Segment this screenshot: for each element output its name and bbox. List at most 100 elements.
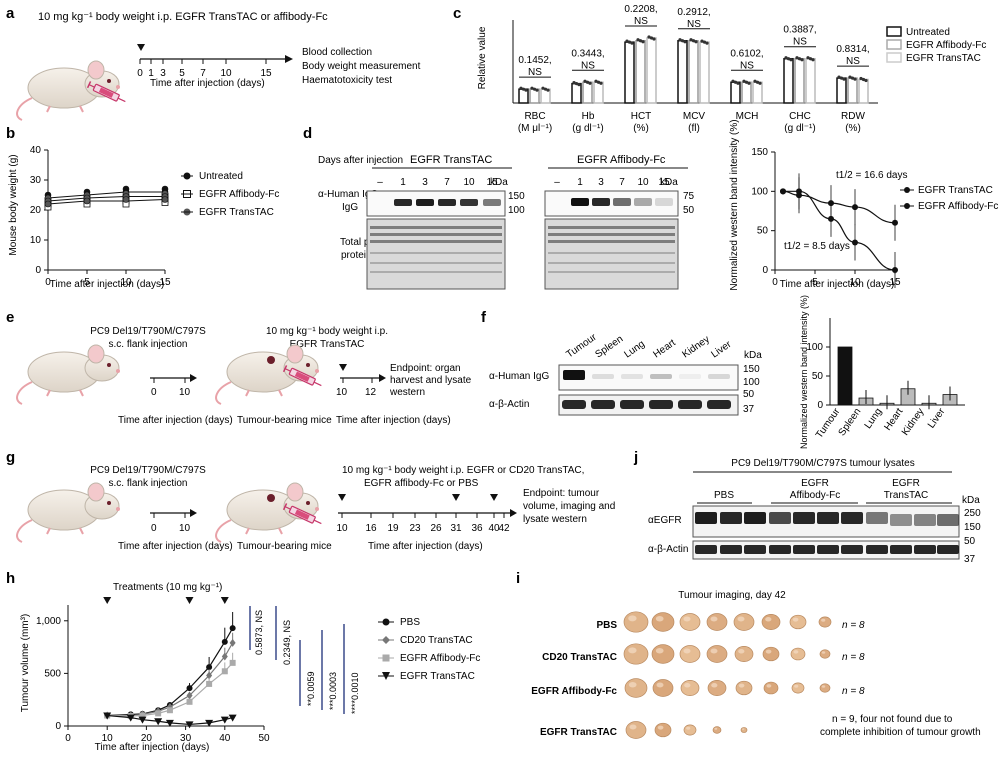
data-point [221, 668, 228, 675]
tumour-image-2-7 [819, 683, 831, 693]
chart-c-pvalue: 0.1452, [518, 55, 551, 66]
bar-MCH-2 [752, 81, 763, 104]
chart-b: 0 10 20 30 40 0 5 10 15 [30, 145, 171, 288]
blot-band [890, 514, 912, 526]
tumour-image-1-0 [623, 643, 649, 665]
y-tick-label: 20 [30, 205, 42, 216]
protein-band [370, 240, 502, 243]
injection-marker-icon [339, 364, 347, 371]
lane-label: 15 [658, 177, 670, 188]
blot-j-group-3b: TransTAC [884, 490, 928, 501]
tumour-highlight [821, 618, 826, 622]
lane-label: – [377, 177, 383, 188]
blot-f-mw-150: 150 [743, 364, 760, 375]
chart-h-legend-2: CD20 TransTAC [400, 635, 473, 646]
data-point [577, 83, 581, 87]
treatment-marker-icon [185, 597, 194, 604]
data-point [753, 79, 757, 83]
chart-c-ns-label: NS [581, 60, 595, 71]
data-point [649, 36, 654, 40]
blot-band [563, 370, 585, 380]
data-point [627, 40, 632, 44]
panel-e-axis2: Time after injection (days) [336, 415, 451, 426]
data-point [705, 41, 709, 45]
blot-band [793, 512, 815, 524]
tumour-highlight [821, 651, 826, 654]
panel-g-endpoint-3: lysate western [523, 514, 587, 525]
lane-label: 7 [619, 177, 625, 188]
panel-i-n-2: n = 8 [842, 652, 865, 663]
legend-swatch-untreated [886, 26, 902, 37]
blot-band [817, 512, 839, 524]
chart-h: 0 500 1,000 0 10 20 30 40 50 [36, 597, 270, 744]
data-point [228, 714, 237, 722]
tumour-highlight [766, 684, 772, 688]
data-point [546, 88, 550, 92]
panel-e-mice-label: Tumour-bearing mice [237, 415, 332, 426]
bar-RDW-2 [858, 78, 869, 104]
timeline-tick-label: 7 [200, 68, 206, 79]
tumour-highlight [765, 617, 772, 622]
data-point [541, 86, 545, 90]
data-point [852, 204, 858, 211]
panel-g-tick1-1: 10 [179, 523, 191, 534]
blot-band [890, 545, 912, 554]
bar-Hb-1 [582, 81, 593, 104]
data-point [864, 78, 868, 83]
data-point [154, 718, 163, 726]
y-tick-label: 0 [817, 400, 823, 411]
y-tick-label: 50 [757, 226, 769, 237]
chart-c-legend: Untreated EGFR Affibody-Fc EGFR TransTAC [886, 26, 986, 64]
chart-f-ylabel: Normalized western band intensity (%) [799, 295, 809, 449]
blot-band [695, 512, 717, 524]
panel-h: h Treatments (10 mg kg⁻¹) 0 500 1,000 0 10 20… [6, 570, 480, 753]
blot-band [841, 545, 863, 554]
chart-b-legend-3: EGFR TransTAC [199, 207, 274, 218]
x-tick-label: 10 [102, 733, 114, 744]
legend-marker-cd20 [382, 636, 390, 644]
mouse-illustration-e1 [16, 344, 121, 405]
lane-label: 3 [598, 177, 604, 188]
blot-j-mw-50: 50 [964, 536, 976, 547]
injection-marker-icon [452, 494, 460, 501]
blot-d-mw-50: 50 [683, 205, 695, 216]
panel-i-n-4b: complete inhibition of tumour growth [820, 727, 981, 738]
tumour-highlight [738, 683, 745, 688]
timeline-tick-label: 10 [336, 523, 348, 534]
chart-c-unit: (g dl⁻¹) [784, 123, 815, 134]
lane-label: 10 [463, 177, 475, 188]
data-point [583, 79, 587, 83]
chart-d-legend: EGFR TransTAC EGFR Affibody-Fc [900, 185, 998, 212]
tumour-image-0-6 [789, 614, 807, 630]
tumour-highlight [738, 649, 745, 654]
blot-band [679, 374, 701, 379]
x-tick-label: 10 [849, 277, 861, 288]
panel-c: c NS0.1452,RBC(M μl⁻¹)NS0.3443,Hb(g dl⁻¹… [453, 4, 986, 134]
tumour-highlight [657, 725, 664, 730]
data-point [186, 691, 193, 700]
panel-e-endpoint-3: western [389, 387, 425, 398]
y-tick-label: 150 [751, 147, 768, 158]
panel-label-c: c [453, 5, 461, 22]
blot-band [650, 374, 672, 379]
panel-i-row-label-4: EGFR TransTAC [540, 727, 617, 738]
panel-e-tick2-1: 12 [365, 387, 377, 398]
tumour-highlight [710, 616, 718, 622]
data-point [733, 80, 738, 84]
data-point [683, 40, 687, 44]
tumour-marker-g [267, 494, 275, 502]
tumour-image-1-6 [790, 647, 806, 661]
tumour-highlight [793, 650, 799, 654]
data-point [206, 671, 213, 680]
chart-f-category: Lung [863, 406, 885, 431]
tumour-highlight [655, 615, 664, 622]
chart-c-ns-label: NS [634, 16, 648, 27]
tumour-highlight [686, 726, 691, 730]
tumour-highlight [655, 647, 664, 654]
series-curve-1 [783, 190, 896, 271]
blot-band [937, 514, 959, 526]
bar-MCH-0 [730, 81, 741, 104]
blot-band [866, 545, 888, 554]
blot-band [744, 545, 766, 554]
blot-band [562, 400, 586, 409]
